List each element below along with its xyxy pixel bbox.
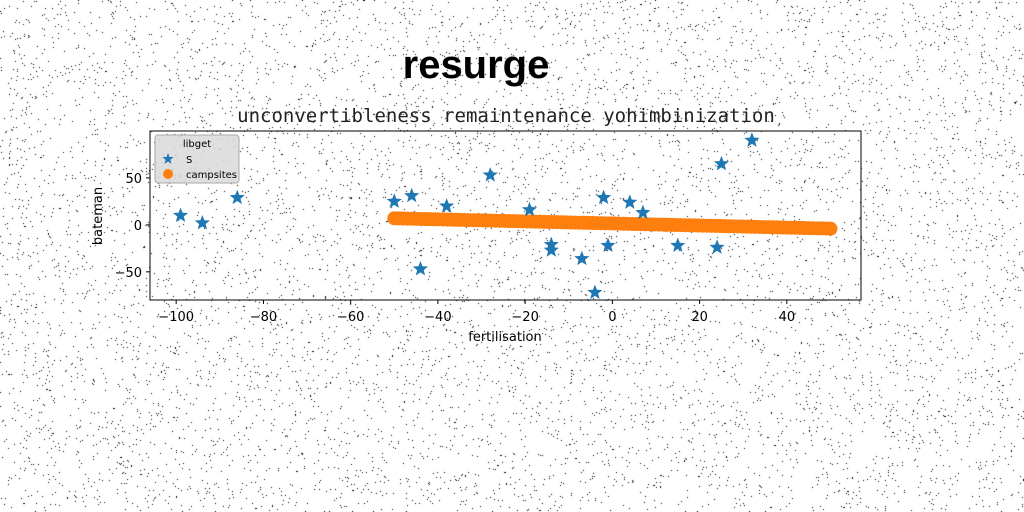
S-point <box>574 250 590 266</box>
axes-frame <box>149 130 862 301</box>
x-axis-label: fertilisation <box>468 330 542 345</box>
S-point <box>194 215 210 230</box>
S-point <box>713 155 730 171</box>
S-point <box>635 204 651 220</box>
S-point <box>412 261 429 276</box>
legend-S-marker <box>162 153 174 164</box>
S-point <box>587 284 603 299</box>
S-point <box>600 237 616 253</box>
S-point <box>404 187 420 203</box>
campsites-point <box>823 221 838 236</box>
x-tick-label: 40 <box>779 310 796 325</box>
x-tick-label: −40 <box>424 310 451 325</box>
S-point <box>709 239 725 254</box>
legend-campsites-label: campsites <box>186 170 237 181</box>
chart-suptitle: resurge <box>403 43 550 87</box>
S-point <box>439 198 455 213</box>
x-tick-label: −20 <box>511 310 538 325</box>
S-point <box>744 132 760 147</box>
y-axis-label: bateman <box>91 187 106 245</box>
x-tick-label: −80 <box>250 310 277 325</box>
S-point <box>596 189 612 205</box>
y-tick-label: 50 <box>125 172 142 187</box>
chart-title: unconvertibleness remaintenance yohimbin… <box>237 105 775 127</box>
x-tick-label: 20 <box>691 310 708 325</box>
S-point <box>172 207 189 222</box>
plot-area <box>149 130 862 301</box>
legend-title: libget <box>183 139 211 150</box>
legend-campsites-marker <box>163 169 173 179</box>
S-point <box>386 193 402 208</box>
y-tick-label: −50 <box>115 266 142 281</box>
S-point <box>521 201 538 217</box>
x-axis: −100 −80 −60 −40 −20 0 20 40 <box>158 300 795 325</box>
y-axis: −50 0 50 <box>115 172 150 281</box>
S-point <box>670 237 686 253</box>
S-point <box>622 194 638 209</box>
S-point <box>229 189 245 205</box>
S-point <box>482 167 498 182</box>
S-point <box>543 236 559 252</box>
S-point <box>543 242 559 257</box>
y-tick-label: 0 <box>134 219 142 234</box>
x-tick-label: 0 <box>608 310 616 325</box>
x-tick-label: −60 <box>337 310 364 325</box>
legend-box <box>154 134 240 184</box>
x-tick-label: −100 <box>158 310 194 325</box>
legend-S-label: S <box>186 155 192 166</box>
